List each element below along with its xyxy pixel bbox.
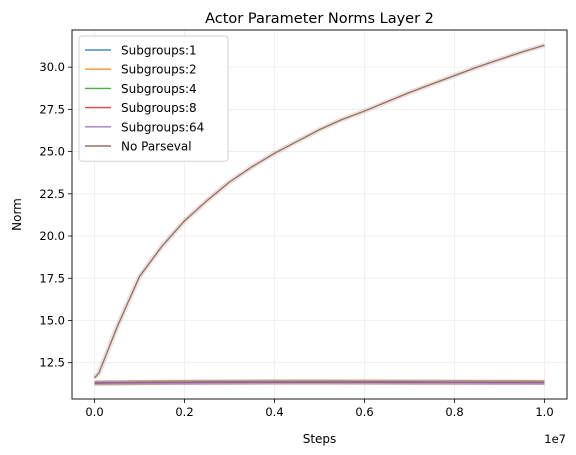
x-axis-offset-label: 1e7: [544, 432, 566, 446]
x-tick-label: 0.0: [85, 405, 103, 419]
x-axis-label: Steps: [303, 432, 337, 446]
y-tick-label: 12.5: [39, 356, 65, 370]
legend-label: Subgroups:1: [121, 44, 197, 58]
x-tick-label: 0.2: [175, 405, 193, 419]
y-tick-label: 20.0: [39, 229, 65, 243]
y-tick-label: 27.5: [39, 102, 65, 116]
series-line: [95, 382, 545, 383]
legend-label: Subgroups:2: [121, 63, 197, 77]
y-tick-label: 22.5: [39, 187, 65, 201]
y-axis-label: Norm: [10, 198, 24, 231]
legend-label: Subgroups:64: [121, 120, 204, 134]
legend-label: No Parseval: [121, 140, 192, 154]
y-tick-label: 30.0: [39, 60, 65, 74]
chart-title: Actor Parameter Norms Layer 2: [205, 11, 434, 27]
x-tick-label: 0.6: [355, 405, 373, 419]
y-tick-label: 25.0: [39, 145, 65, 159]
legend-label: Subgroups:4: [121, 82, 197, 96]
legend: Subgroups:1 Subgroups:2 Subgroups:4 Subgrou…: [79, 36, 228, 161]
x-tick-label: 1.0: [535, 405, 553, 419]
y-tick-label: 17.5: [39, 271, 65, 285]
y-tick-label: 15.0: [39, 313, 65, 327]
x-tick-label: 0.8: [445, 405, 463, 419]
legend-label: Subgroups:8: [121, 101, 197, 115]
x-tick-label: 0.4: [265, 405, 283, 419]
